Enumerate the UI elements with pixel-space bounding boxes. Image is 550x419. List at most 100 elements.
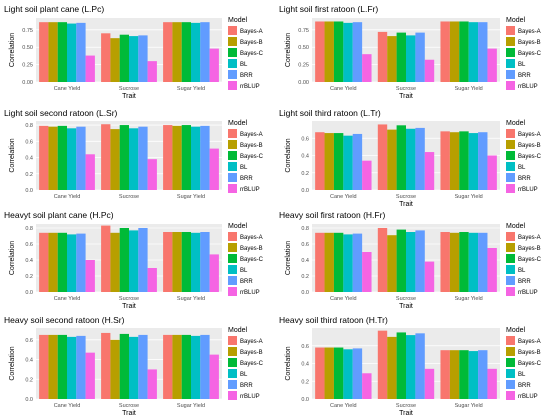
legend-swatch <box>228 358 237 367</box>
bar <box>415 333 425 399</box>
bar <box>101 225 111 292</box>
legend-label: rrBLUP <box>518 84 538 90</box>
legend-swatch <box>228 232 237 241</box>
legend-label: BL <box>518 268 526 274</box>
bar <box>387 36 397 82</box>
legend-swatch <box>506 243 515 252</box>
legend-label: Bayes-A <box>518 132 541 138</box>
bar <box>119 34 129 82</box>
bar <box>487 248 497 292</box>
bar <box>76 126 86 190</box>
y-tick-label: 0.25 <box>22 63 33 69</box>
bar <box>110 38 120 82</box>
bar <box>362 54 372 82</box>
bar <box>181 125 191 190</box>
y-axis-title: Correlation <box>285 346 292 380</box>
bar <box>209 254 219 292</box>
bar <box>172 232 182 292</box>
bar <box>406 232 416 292</box>
bar <box>76 335 86 399</box>
bar <box>209 48 219 82</box>
bar <box>424 368 435 399</box>
legend-title: Model <box>506 223 526 230</box>
legend-title: Model <box>506 17 526 24</box>
y-axis-title: Correlation <box>9 346 16 380</box>
legend-swatch <box>506 151 515 160</box>
bar <box>424 261 435 292</box>
x-tick-label: Sugar Yield <box>455 194 483 200</box>
bar <box>129 128 139 190</box>
bar <box>181 22 191 82</box>
bar <box>85 260 95 292</box>
y-tick-label: 0.4 <box>25 258 33 264</box>
legend-label: Bayes-B <box>240 246 263 252</box>
legend-label: Bayes-A <box>240 132 263 138</box>
legend-swatch <box>506 48 515 57</box>
bar <box>209 354 219 399</box>
bar <box>352 348 363 399</box>
legend-label: BL <box>240 372 248 378</box>
x-axis-title: Trait <box>122 93 136 100</box>
legend-label: rrBLUP <box>518 394 538 400</box>
chart-panel: Heavy soil first ratoon (H.Fr) 0.0 0.2 0.4 0… <box>279 210 542 310</box>
bar <box>76 233 86 292</box>
y-tick-label: 0.0 <box>301 397 309 403</box>
legend-swatch <box>228 287 237 296</box>
legend-swatch <box>506 276 515 285</box>
y-tick-label: 0.2 <box>25 377 33 383</box>
legend-swatch <box>506 129 515 138</box>
chart-panel: Light soil second ratoon (L.Sr) 0.0 0.2 0.4… <box>4 108 264 200</box>
x-axis-title: Trait <box>399 201 413 208</box>
bar <box>406 35 416 82</box>
bar <box>468 351 479 399</box>
bar <box>138 334 148 399</box>
bar <box>163 22 173 82</box>
y-tick-label: 0.6 <box>301 136 309 142</box>
bar <box>343 349 353 399</box>
bar <box>478 132 488 190</box>
legend-swatch <box>228 391 237 400</box>
bar <box>147 159 157 190</box>
legend-label: BL <box>518 372 526 378</box>
y-axis-title: Correlation <box>9 138 16 172</box>
legend-label: Bayes-B <box>518 246 541 252</box>
bar <box>181 232 191 292</box>
x-tick-label: Sucrose <box>119 86 139 92</box>
bar <box>129 336 139 399</box>
legend-label: Bayes-B <box>518 350 541 356</box>
y-tick-label: 0.4 <box>301 154 309 160</box>
bar <box>343 135 353 190</box>
bar <box>362 160 372 190</box>
chart-title: Heavy soil first ratoon (H.Fr) <box>279 210 385 220</box>
legend-label: Bayes-A <box>518 339 541 345</box>
bar <box>468 133 479 190</box>
bar <box>424 152 435 190</box>
y-axis-title: Correlation <box>285 241 292 275</box>
bar <box>129 230 139 292</box>
legend-swatch <box>506 265 515 274</box>
legend-label: Bayes-C <box>518 257 542 263</box>
bar <box>147 61 157 82</box>
bar <box>39 334 49 399</box>
bar <box>101 124 111 190</box>
bar <box>333 347 344 399</box>
legend-label: BRR <box>240 279 253 285</box>
x-axis-title: Trait <box>122 410 136 417</box>
legend-swatch <box>228 184 237 193</box>
legend-label: Bayes-A <box>518 29 541 35</box>
bar <box>478 22 488 82</box>
legend-swatch <box>506 347 515 356</box>
legend-label: Bayes-B <box>240 350 263 356</box>
x-tick-label: Sugar Yield <box>455 86 483 92</box>
bar <box>147 268 157 292</box>
chart-panel: Light soil third ratoon (L.Tr) 0.0 0.2 0.4 0… <box>279 108 542 208</box>
bar <box>57 22 67 82</box>
chart-panel: Heavyt soil plant cane (H.Pc) 0.0 0.2 0.4 0.… <box>4 210 264 310</box>
legend-label: rrBLUP <box>240 290 260 296</box>
bar <box>333 21 344 82</box>
legend-swatch <box>506 37 515 46</box>
legend-swatch <box>506 184 515 193</box>
legend-label: Bayes-C <box>240 51 264 57</box>
y-tick-label: 0.2 <box>301 274 309 280</box>
bar <box>352 22 363 82</box>
